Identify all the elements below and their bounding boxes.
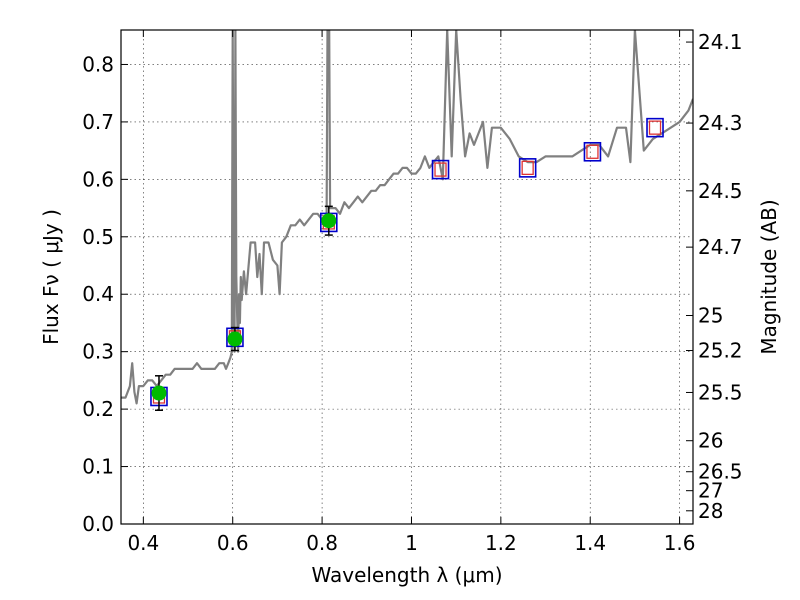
spectrum-line (121, 30, 693, 405)
model-box (646, 117, 664, 138)
model-box-inner (434, 162, 447, 177)
plot-frame (120, 29, 694, 525)
y-tick-label: 0.0 (82, 512, 114, 536)
right-tick-label: 26 (698, 429, 723, 453)
right-tick-label: 24.3 (698, 111, 743, 135)
x-axis-label: Wavelength λ (μm) (311, 563, 502, 587)
photometry-point (227, 331, 243, 347)
y-tick-label: 0.4 (82, 282, 114, 306)
right-tick-label: 28 (698, 499, 723, 523)
right-tick-label: 25.2 (698, 339, 743, 363)
y-tick-label: 0.3 (82, 340, 114, 364)
grid-lines (121, 30, 693, 525)
right-tick-label: 24.7 (698, 235, 743, 259)
tick-labels: 0.4 0.6 0.8 1 1.2 1.4 1.6 0.0 0.1 0.2 0.3 0.4 0.5 0.6… (82, 30, 742, 555)
x-tick-label: 0.8 (306, 531, 338, 555)
x-tick-label: 1.6 (664, 531, 696, 555)
right-tick-label: 24.5 (698, 179, 743, 203)
model-box (518, 158, 537, 178)
right-axis-label: Magnitude (AB) (757, 199, 781, 354)
model-box-inner (648, 120, 662, 135)
right-tick-label: 27 (698, 479, 723, 503)
y-tick-label: 0.8 (82, 52, 114, 76)
right-tick-label: 26.5 (698, 460, 743, 484)
y-axis-label: Flux Fν ( μJy ) (39, 209, 63, 345)
y-tick-label: 0.7 (82, 110, 114, 134)
model-box (583, 141, 602, 162)
model-box-inner (586, 144, 599, 159)
axis-ticks (121, 30, 693, 525)
model-box (431, 159, 450, 180)
y-tick-label: 0.1 (82, 455, 114, 479)
photometry-point (151, 385, 167, 401)
photometry-point (321, 213, 337, 229)
x-tick-label: 1 (405, 531, 418, 555)
right-tick-label: 25.5 (698, 380, 743, 404)
photometry-series (151, 205, 337, 412)
y-tick-label: 0.5 (82, 225, 114, 249)
x-tick-label: 0.6 (217, 531, 249, 555)
right-tick-label: 24.1 (698, 30, 743, 54)
x-tick-label: 0.4 (127, 531, 159, 555)
y-tick-label: 0.2 (82, 397, 114, 421)
x-tick-label: 1.4 (574, 531, 606, 555)
model-box-inner (521, 160, 534, 176)
spectrum-series (121, 30, 693, 405)
right-tick-label: 25 (698, 303, 723, 327)
x-tick-label: 1.2 (485, 531, 517, 555)
y-tick-label: 0.6 (82, 167, 114, 191)
